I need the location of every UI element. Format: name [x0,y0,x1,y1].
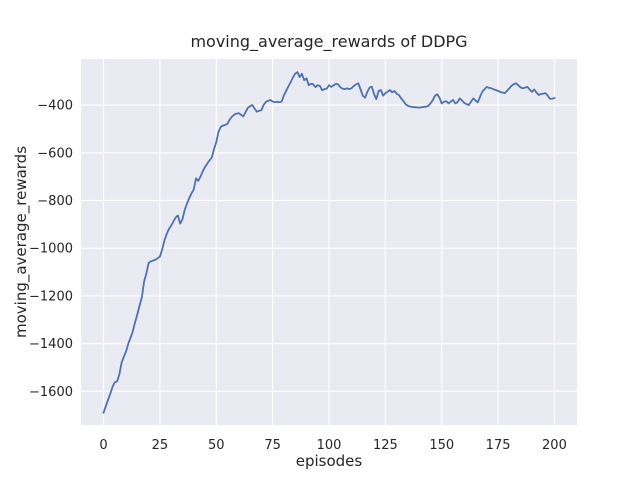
x-tick-label: 175 [486,438,511,453]
gridlines [81,59,577,425]
chart-title: moving_average_rewards of DDPG [190,32,467,52]
y-tick-label: −1200 [29,289,73,304]
y-tick-label: −1600 [29,385,73,400]
y-tick-labels: −400 −600 −800 −1000 −1200 −1400 −1600 [29,99,73,400]
y-tick-label: −1400 [29,337,73,352]
x-tick-label: 125 [373,438,398,453]
x-tick-label: 50 [208,438,225,453]
y-tick-label: −800 [37,194,73,209]
x-tick-label: 25 [152,438,169,453]
reward-line [102,71,556,414]
x-tick-label: 75 [264,438,281,453]
y-tick-label: −1000 [29,242,73,257]
y-tick-label: −400 [37,99,73,114]
x-tick-label: 100 [317,438,342,453]
x-tick-label: 200 [542,438,567,453]
x-tick-label: 0 [99,438,107,453]
y-tick-label: −600 [37,146,73,161]
x-tick-labels: 0 25 50 75 100 125 150 175 200 [99,438,566,453]
x-axis-label: episodes [296,452,363,470]
y-axis-label: moving_average_rewards [12,146,31,338]
x-tick-label: 150 [429,438,454,453]
